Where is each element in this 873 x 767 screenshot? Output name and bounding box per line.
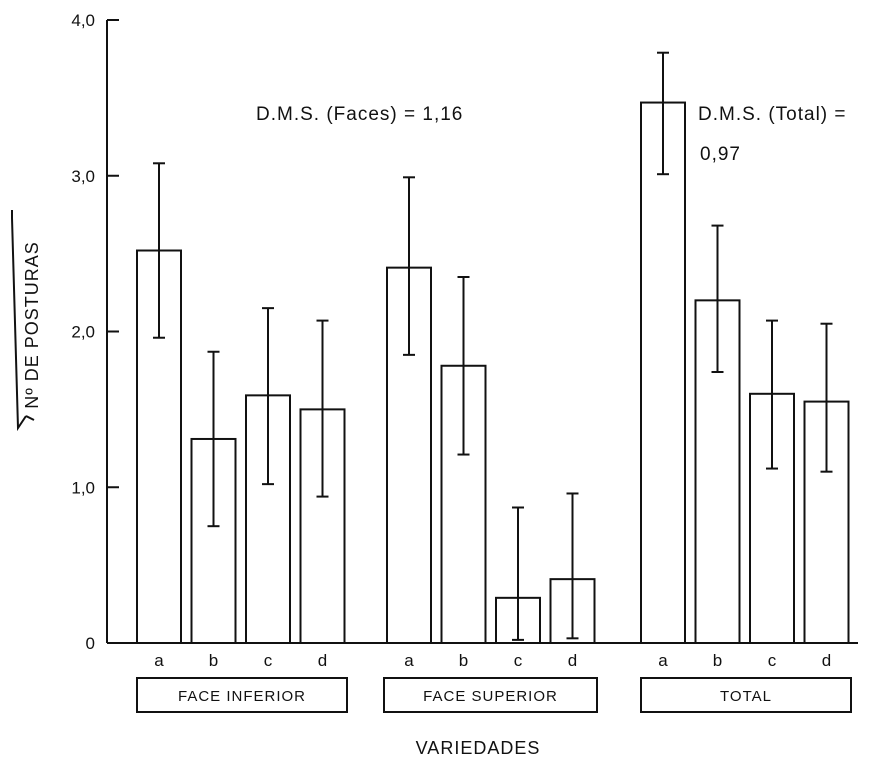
y-axis-title-group: Nº DE POSTURAS	[22, 241, 42, 409]
group-label-box	[383, 677, 598, 713]
y-tick-label: 1,0	[71, 478, 95, 497]
bar-category-label: a	[404, 651, 414, 670]
y-axis-title: Nº DE POSTURAS	[22, 241, 42, 409]
bar-category-label: a	[154, 651, 164, 670]
bar	[136, 249, 182, 644]
bar-category-label: c	[768, 651, 777, 670]
group-label: TOTAL	[720, 688, 772, 705]
bar-category-label: b	[459, 651, 468, 670]
bar-category-label: d	[568, 651, 577, 670]
bar-category-label: d	[318, 651, 327, 670]
bars	[136, 51, 850, 645]
group-label-box	[136, 677, 348, 713]
bar-category-label: b	[209, 651, 218, 670]
group-label: FACE SUPERIOR	[423, 688, 558, 705]
bar-category-label: a	[658, 651, 668, 670]
bar-category-label: b	[713, 651, 722, 670]
y-tick-label: 4,0	[71, 11, 95, 30]
bar-category-label: c	[514, 651, 523, 670]
annotation-dms-total-value: 0,97	[700, 144, 741, 165]
group-label-box	[640, 677, 852, 713]
annotation-dms-faces: D.M.S. (Faces) = 1,16	[256, 104, 463, 125]
x-axis-title: VARIEDADES	[416, 738, 541, 758]
labels: a b c d FACE INFERIOR a b c d FACE SUPERIOR a b c d TO…	[136, 651, 852, 713]
y-tick-label: 0	[86, 634, 95, 653]
y-axis-radical-icon	[11, 210, 35, 432]
y-tick-label: 3,0	[71, 167, 95, 186]
bar	[640, 101, 686, 645]
bar-category-label: c	[264, 651, 273, 670]
bar-category-label: d	[822, 651, 831, 670]
bar	[190, 437, 237, 644]
y-tick-label: 2,0	[71, 323, 95, 342]
annotation-dms-total: D.M.S. (Total) =	[698, 104, 847, 125]
group-label: FACE INFERIOR	[178, 688, 306, 705]
